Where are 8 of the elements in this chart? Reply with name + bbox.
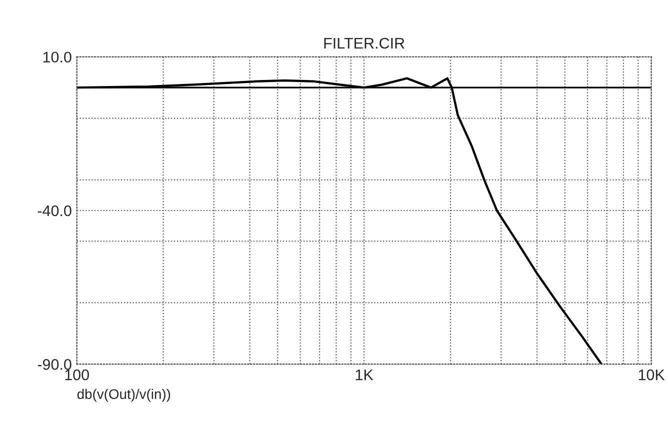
chart-title: FILTER.CIR	[324, 38, 404, 49]
y-tick-label: -40.0	[38, 205, 72, 216]
x-tick-label: 100	[65, 369, 89, 380]
y-tick-label: 10.0	[43, 52, 72, 63]
y-tick-label: -90.0	[38, 359, 72, 370]
x-axis-title: db(v(Out)/v(in))	[77, 388, 170, 402]
x-tick-label: 10K	[638, 369, 665, 380]
x-tick-label: 1K	[356, 370, 374, 380]
